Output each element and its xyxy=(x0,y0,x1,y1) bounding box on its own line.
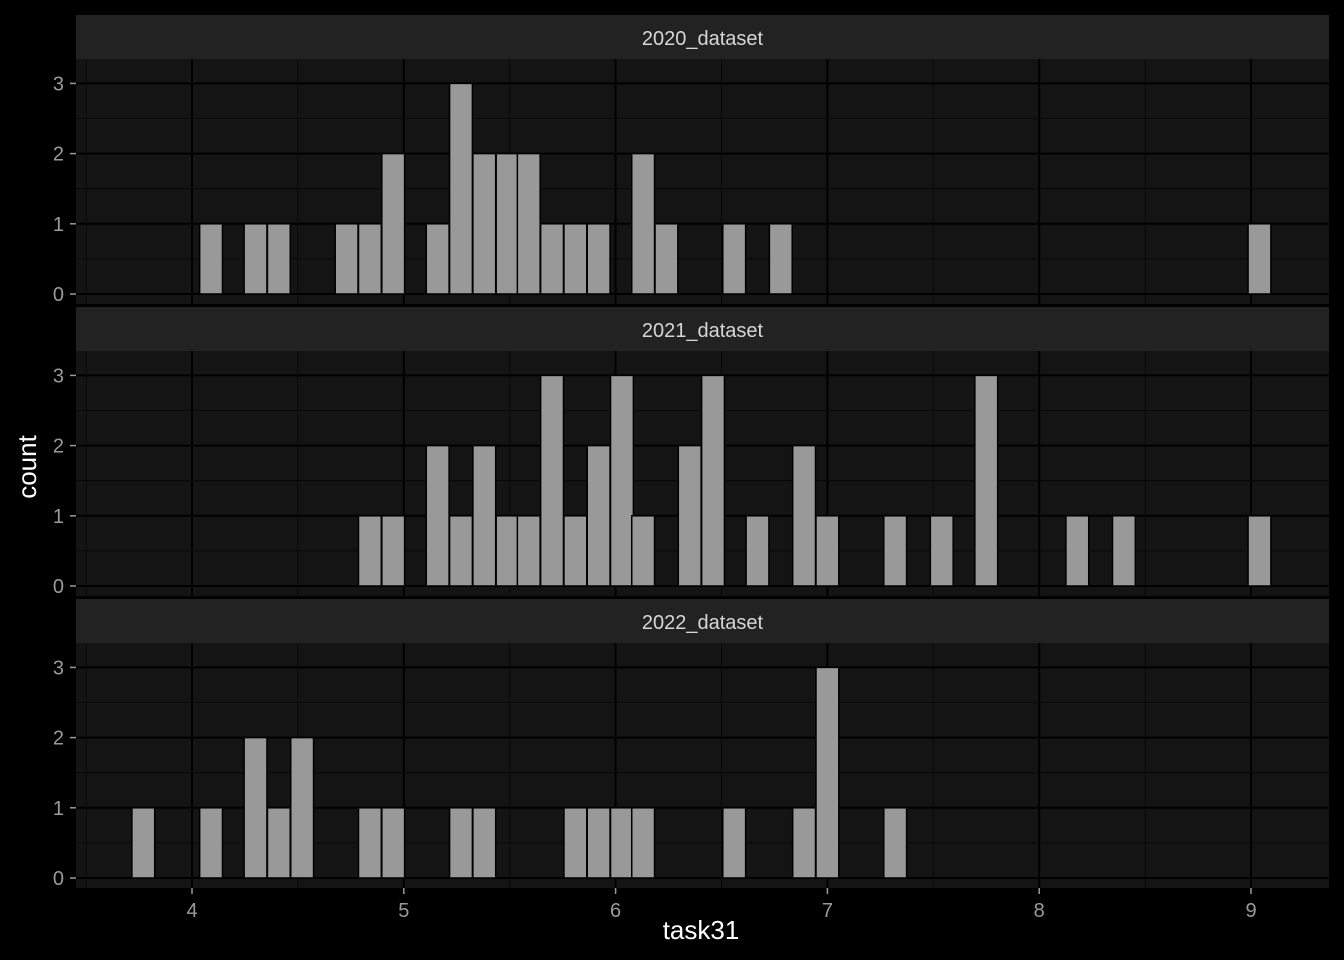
histogram-bar xyxy=(609,374,635,587)
x-tick-label: 6 xyxy=(610,900,621,922)
histogram-bar xyxy=(448,82,474,295)
histogram-bar xyxy=(630,152,656,295)
histogram-bar xyxy=(198,223,224,295)
histogram-bar xyxy=(1111,515,1137,587)
y-tick-label: 3 xyxy=(53,365,64,387)
histogram-bar xyxy=(1247,515,1272,587)
histogram-bar xyxy=(243,736,268,879)
facet-panel: 2022_dataset 0 1 2 3 xyxy=(53,599,1329,890)
histogram-bar xyxy=(883,807,908,879)
histogram-bar xyxy=(472,152,497,295)
histogram-bar xyxy=(381,152,406,295)
y-axis-title: count xyxy=(12,434,42,498)
histogram-bar xyxy=(266,223,291,295)
facet-panel: 2021_dataset 0 1 2 3 xyxy=(53,307,1329,598)
histogram-bar xyxy=(131,807,156,879)
histogram-bar xyxy=(654,223,679,295)
y-tick-label: 3 xyxy=(53,73,64,95)
histogram-bar xyxy=(381,807,406,879)
x-tick-label: 4 xyxy=(186,900,197,922)
histogram-bar xyxy=(722,223,747,295)
histogram-bar xyxy=(289,736,315,879)
histogram-bar xyxy=(586,807,611,879)
histogram-bar xyxy=(563,807,588,879)
facet-strip xyxy=(76,307,1329,351)
histogram-bar xyxy=(425,444,450,587)
histogram-bar xyxy=(448,515,474,587)
facet-panels: 2020_dataset01232021_dataset01232022_dat… xyxy=(53,15,1329,890)
x-tick-label: 5 xyxy=(398,900,409,922)
histogram-bar xyxy=(495,152,520,295)
y-tick-label: 2 xyxy=(53,436,64,458)
y-tick-label: 0 xyxy=(53,576,64,598)
y-tick-label: 1 xyxy=(53,798,64,820)
y-tick-label: 2 xyxy=(53,144,64,166)
histogram-bar xyxy=(791,807,817,879)
histogram-bar xyxy=(495,515,520,587)
histogram-bar xyxy=(586,223,611,295)
y-tick-label: 0 xyxy=(53,868,64,890)
histogram-bar xyxy=(198,807,224,879)
y-tick-label: 1 xyxy=(53,214,64,236)
histogram-bar xyxy=(722,807,747,879)
histogram-bar xyxy=(425,223,450,295)
histogram-bar xyxy=(266,807,291,879)
histogram-bar xyxy=(791,444,817,587)
histogram-bar xyxy=(516,152,541,295)
facet-strip-label: 2021_dataset xyxy=(642,320,764,342)
histogram-bar xyxy=(815,666,840,879)
facet-strip xyxy=(76,599,1329,643)
histogram-bar xyxy=(381,515,406,587)
x-axis: 4 5 6 7 8 9 xyxy=(186,888,1257,922)
x-tick-label: 8 xyxy=(1034,900,1045,922)
histogram-bar xyxy=(472,444,497,587)
histogram-bar xyxy=(974,374,999,587)
histogram-bar xyxy=(357,223,383,295)
y-tick-label: 3 xyxy=(53,657,64,679)
y-tick-label: 1 xyxy=(53,506,64,528)
histogram-bar xyxy=(334,223,359,295)
histogram-bar xyxy=(630,515,656,587)
histogram-bar xyxy=(768,223,793,295)
histogram-bar xyxy=(883,515,908,587)
histogram-bar xyxy=(539,374,565,587)
histogram-bar xyxy=(357,807,383,879)
facet-strip-label: 2022_dataset xyxy=(642,612,764,634)
y-tick-label: 2 xyxy=(53,728,64,750)
facet-strip-label: 2020_dataset xyxy=(642,28,764,50)
facet-panel: 2020_dataset 0 1 2 3 xyxy=(53,15,1329,306)
histogram-bar xyxy=(586,444,611,587)
histogram-bar xyxy=(700,374,726,587)
histogram-bar xyxy=(516,515,541,587)
histogram-bar xyxy=(563,223,588,295)
histogram-bar xyxy=(563,515,588,587)
histogram-bar xyxy=(1065,515,1090,587)
histogram-bar xyxy=(745,515,770,587)
histogram-bar xyxy=(539,223,565,295)
y-tick-label: 0 xyxy=(53,284,64,306)
histogram-bar xyxy=(609,807,635,879)
histogram-bar xyxy=(357,515,383,587)
x-tick-label: 9 xyxy=(1245,900,1256,922)
histogram-bar xyxy=(243,223,268,295)
histogram-bar xyxy=(929,515,954,587)
histogram-bar xyxy=(448,807,474,879)
histogram-bar xyxy=(815,515,840,587)
x-tick-label: 7 xyxy=(822,900,833,922)
histogram-bar xyxy=(677,444,702,587)
x-axis-title: task31 xyxy=(663,915,740,945)
histogram-bar xyxy=(472,807,497,879)
histogram-bar xyxy=(630,807,656,879)
facet-strip xyxy=(76,15,1329,59)
histogram-bar xyxy=(1247,223,1272,295)
